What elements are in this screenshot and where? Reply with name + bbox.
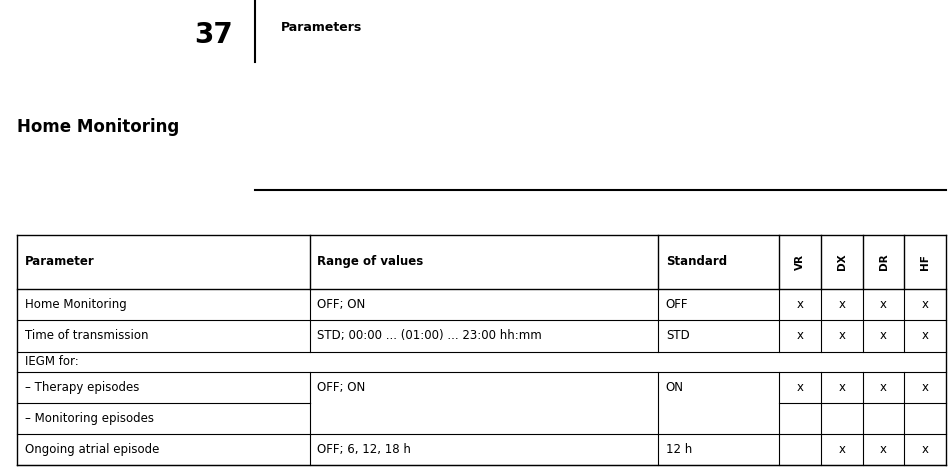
Text: Parameters: Parameters xyxy=(281,21,361,34)
Text: Home Monitoring: Home Monitoring xyxy=(25,298,126,311)
Text: x: x xyxy=(922,443,929,456)
Text: x: x xyxy=(880,298,887,311)
Text: Ongoing atrial episode: Ongoing atrial episode xyxy=(25,443,159,456)
Text: x: x xyxy=(838,381,845,394)
Text: Range of values: Range of values xyxy=(318,255,423,268)
Text: x: x xyxy=(796,298,804,311)
Text: OFF; ON: OFF; ON xyxy=(318,381,365,394)
Text: x: x xyxy=(796,381,804,394)
Text: x: x xyxy=(880,443,887,456)
Text: x: x xyxy=(796,329,804,342)
Text: STD: STD xyxy=(666,329,689,342)
Text: x: x xyxy=(838,329,845,342)
Text: x: x xyxy=(880,381,887,394)
Text: OFF; 6, 12, 18 h: OFF; 6, 12, 18 h xyxy=(318,443,411,456)
Text: DR: DR xyxy=(879,254,888,270)
Text: 12 h: 12 h xyxy=(666,443,692,456)
Text: Home Monitoring: Home Monitoring xyxy=(17,118,180,137)
Text: OFF; ON: OFF; ON xyxy=(318,298,365,311)
Text: Parameter: Parameter xyxy=(25,255,94,268)
Text: 37: 37 xyxy=(195,21,233,49)
Text: OFF: OFF xyxy=(666,298,689,311)
Text: – Monitoring episodes: – Monitoring episodes xyxy=(25,412,154,425)
Text: Standard: Standard xyxy=(666,255,727,268)
Text: ON: ON xyxy=(666,381,684,394)
Text: STD; 00:00 ... (01:00) ... 23:00 hh:mm: STD; 00:00 ... (01:00) ... 23:00 hh:mm xyxy=(318,329,542,342)
Text: x: x xyxy=(838,298,845,311)
Text: HF: HF xyxy=(921,254,930,270)
Text: x: x xyxy=(880,329,887,342)
Text: – Therapy episodes: – Therapy episodes xyxy=(25,381,139,394)
Text: Time of transmission: Time of transmission xyxy=(25,329,148,342)
Text: x: x xyxy=(838,443,845,456)
Text: x: x xyxy=(922,329,929,342)
Text: DX: DX xyxy=(837,254,846,270)
Text: x: x xyxy=(922,381,929,394)
Text: IEGM for:: IEGM for: xyxy=(25,355,79,368)
Text: VR: VR xyxy=(795,254,805,270)
Text: x: x xyxy=(922,298,929,311)
